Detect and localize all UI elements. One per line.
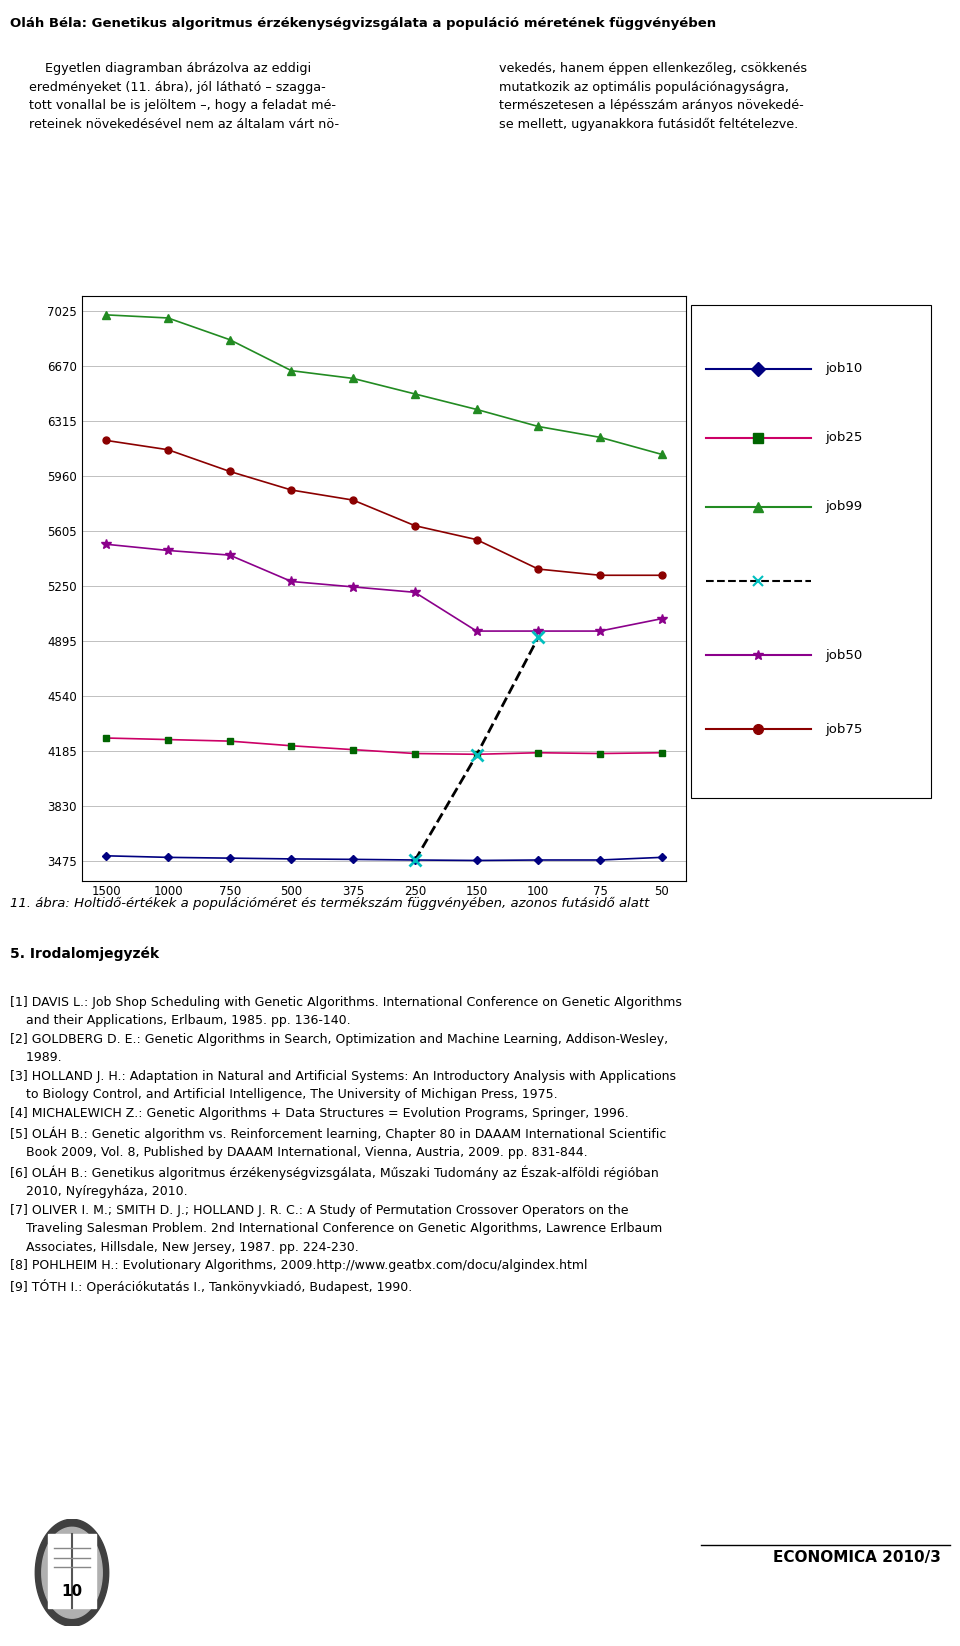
Text: Egyetlen diagramban ábrázolva az eddigi
eredményeket (11. ábra), jól látható – s: Egyetlen diagramban ábrázolva az eddigi … xyxy=(29,63,339,130)
Text: job75: job75 xyxy=(826,723,863,736)
Text: [1] DAVIS L.: Job Shop Scheduling with Genetic Algorithms. International Confere: [1] DAVIS L.: Job Shop Scheduling with G… xyxy=(10,996,682,1294)
Text: job10: job10 xyxy=(826,362,863,375)
Text: vekedés, hanem éppen ellenkezőleg, csökkenés
mutatkozik az optimális populációna: vekedés, hanem éppen ellenkezőleg, csökk… xyxy=(499,63,807,132)
Text: 11. ábra: Holtidő-értékek a populációméret és termékszám függvényében, azonos fu: 11. ábra: Holtidő-értékek a populációmér… xyxy=(10,897,649,910)
Polygon shape xyxy=(42,1527,102,1618)
Text: ECONOMICA 2010/3: ECONOMICA 2010/3 xyxy=(773,1551,941,1565)
Polygon shape xyxy=(48,1534,96,1608)
Text: Oláh Béla: Genetikus algoritmus érzékenységvizsgálata a populáció méretének függ: Oláh Béla: Genetikus algoritmus érzékeny… xyxy=(10,16,716,30)
Text: job50: job50 xyxy=(826,649,863,662)
Text: 5. Irodalomjegyzék: 5. Irodalomjegyzék xyxy=(10,946,158,961)
Text: job99: job99 xyxy=(826,500,863,514)
Polygon shape xyxy=(36,1519,108,1626)
Text: 10: 10 xyxy=(61,1583,83,1598)
Text: job25: job25 xyxy=(826,431,863,444)
